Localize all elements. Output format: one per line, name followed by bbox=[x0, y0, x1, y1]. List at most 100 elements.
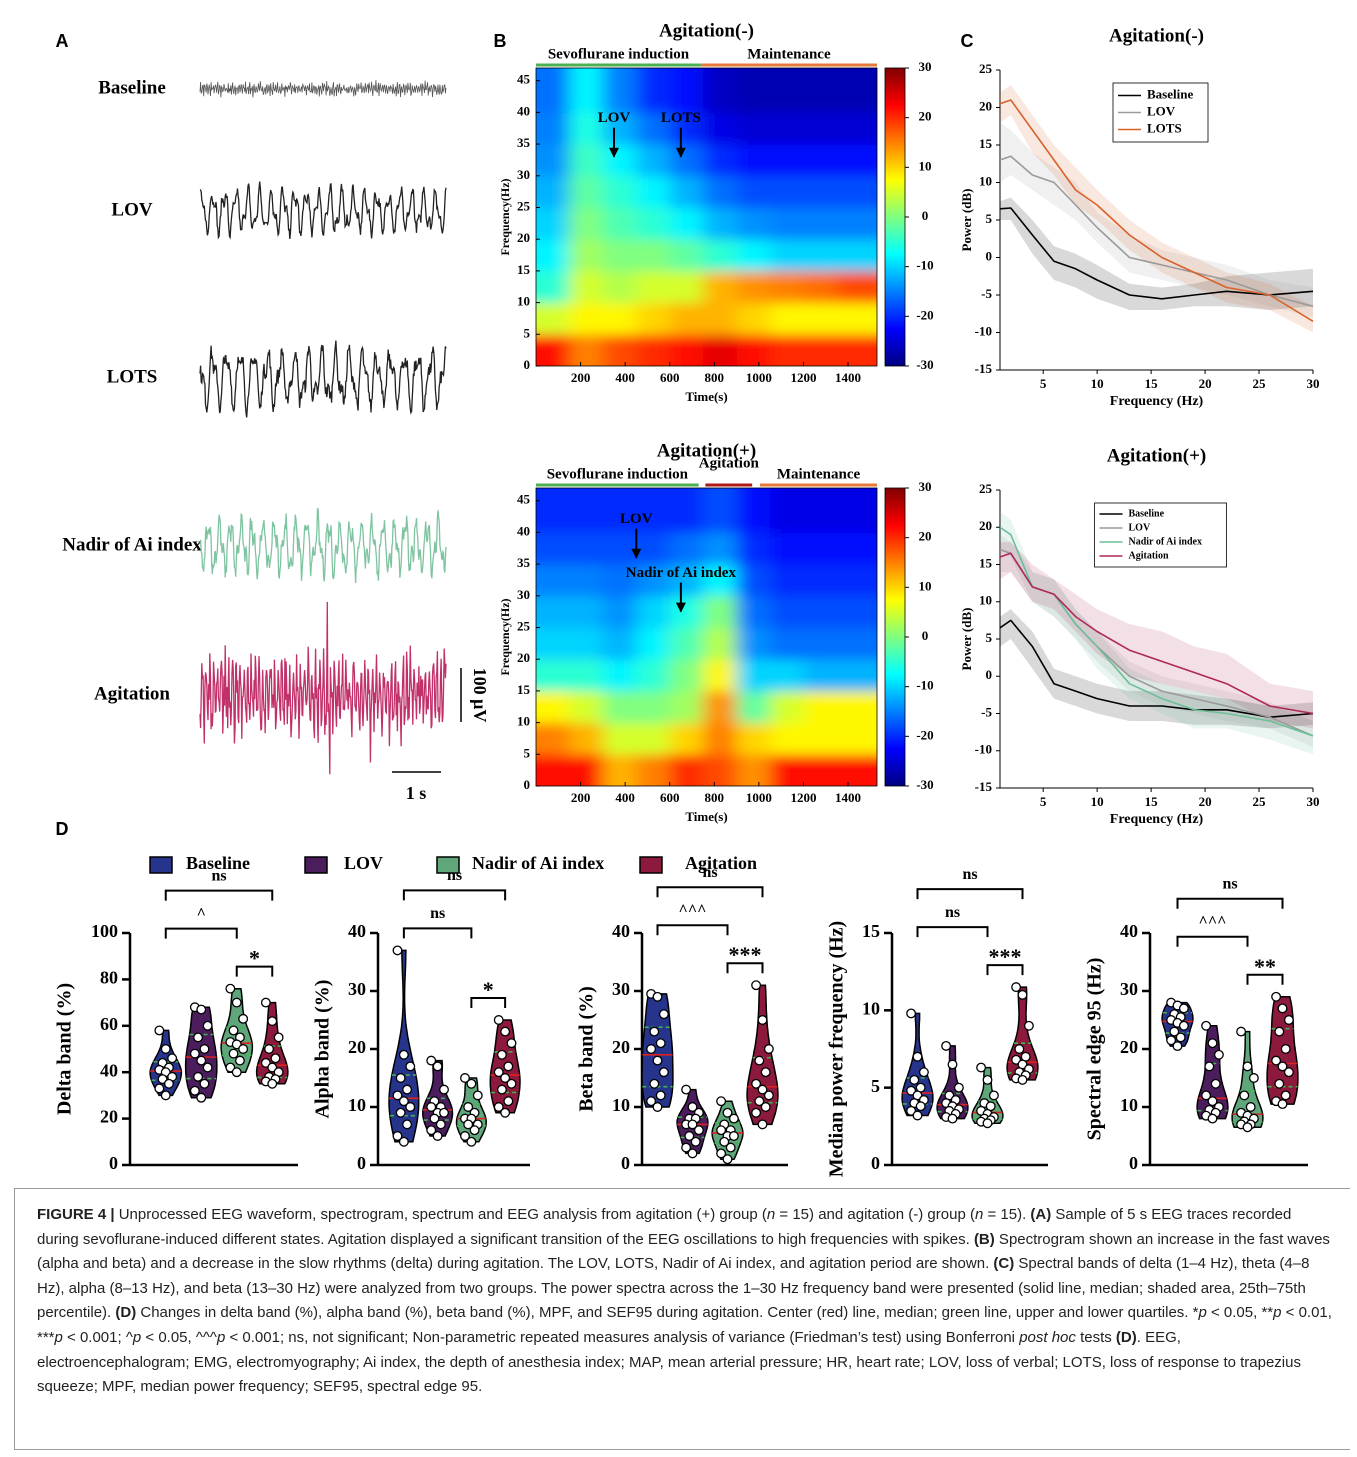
data-point bbox=[1283, 1015, 1294, 1025]
data-point bbox=[463, 1102, 474, 1112]
y-tick-label: 45 bbox=[517, 72, 531, 87]
spectrogram-cell bbox=[703, 302, 738, 335]
data-point bbox=[463, 1119, 474, 1130]
x-tick-label: 600 bbox=[660, 790, 680, 805]
x-tick-label: 25 bbox=[1253, 794, 1267, 809]
spectrogram-cell bbox=[569, 595, 604, 628]
data-point bbox=[728, 1131, 739, 1141]
spectrogram-cell bbox=[736, 334, 771, 366]
spectrogram bbox=[536, 68, 877, 366]
significance-bracket bbox=[402, 927, 473, 939]
data-point bbox=[652, 1055, 663, 1066]
data-point bbox=[392, 1131, 403, 1141]
spectrogram-cell bbox=[770, 144, 804, 177]
y-tick-label: 15 bbox=[979, 555, 993, 570]
spectrogram-cell bbox=[536, 564, 570, 597]
event-label: LOV bbox=[620, 511, 653, 527]
caption-run: < 0.001; ^ bbox=[62, 1328, 133, 1346]
legend-label: Baseline bbox=[1147, 86, 1193, 101]
y-tick-label: -10 bbox=[975, 323, 992, 338]
significance-label: * bbox=[249, 946, 260, 971]
trace-label: Baseline bbox=[98, 77, 166, 98]
data-point bbox=[757, 1084, 768, 1095]
colorbar-tick-label: 20 bbox=[919, 109, 932, 124]
spectrogram-cell bbox=[836, 595, 877, 628]
spectrogram-cell bbox=[836, 68, 877, 113]
colorbar-tick-label: -10 bbox=[916, 678, 933, 693]
data-point bbox=[693, 1125, 704, 1136]
x-tick-label: 30 bbox=[1307, 794, 1320, 809]
eeg-trace bbox=[199, 507, 447, 583]
caption-run: = 15) and agitation (-) group ( bbox=[775, 1206, 975, 1223]
data-point bbox=[429, 1113, 440, 1124]
data-point bbox=[469, 1125, 480, 1136]
data-point bbox=[426, 1102, 437, 1112]
colorbar-tick-label: 30 bbox=[919, 479, 932, 494]
y-axis-label: Median power frequency (Hz) bbox=[826, 921, 848, 1177]
spectrogram-cell bbox=[536, 595, 570, 628]
spectrogram-cell bbox=[669, 532, 704, 565]
spectrogram-cell bbox=[536, 627, 570, 660]
data-point bbox=[231, 997, 242, 1008]
spectrogram-cell bbox=[703, 532, 738, 565]
panel-label: D bbox=[56, 819, 69, 839]
y-axis-label: Delta band (%) bbox=[54, 983, 76, 1115]
spectrogram-cell bbox=[703, 68, 738, 113]
caption-run: Spectral bands of delta (1–4 Hz), theta … bbox=[37, 1255, 1310, 1322]
spectrogram-cell bbox=[836, 722, 877, 755]
data-point bbox=[681, 1084, 692, 1095]
y-tick-label: 25 bbox=[979, 61, 993, 76]
caption-run: p bbox=[54, 1328, 63, 1346]
spectrogram-cell bbox=[602, 334, 637, 366]
spectrogram-cell bbox=[636, 564, 671, 597]
spectrogram-cell bbox=[836, 302, 877, 335]
data-point bbox=[503, 1096, 514, 1107]
spectrogram-cell bbox=[569, 564, 604, 597]
percentile-band bbox=[1000, 85, 1313, 333]
significance-label: ns bbox=[945, 904, 960, 921]
spectrogram-cell bbox=[836, 334, 877, 366]
data-point bbox=[912, 1110, 923, 1121]
x-tick-label: 30 bbox=[1307, 376, 1320, 391]
data-point bbox=[398, 1136, 409, 1147]
data-point bbox=[1248, 1073, 1259, 1083]
spectrogram-cell bbox=[669, 207, 704, 240]
data-point bbox=[716, 1125, 727, 1136]
data-point bbox=[500, 1026, 511, 1037]
caption-run: Spectrogram shown an increase in the fas… bbox=[37, 1230, 1330, 1273]
data-point bbox=[976, 1062, 987, 1073]
eeg-trace bbox=[199, 340, 447, 418]
data-point bbox=[392, 1090, 403, 1101]
y-tick-label: 20 bbox=[979, 98, 992, 113]
spectrogram-cell bbox=[669, 144, 704, 177]
spectrogram-cell bbox=[669, 754, 704, 786]
phase-label: Sevoflurane induction bbox=[548, 46, 690, 62]
spectrogram-cell bbox=[669, 659, 704, 692]
data-point bbox=[472, 1090, 483, 1101]
eeg-trace bbox=[199, 80, 447, 98]
caption-run: < 0.05, ^^^ bbox=[141, 1328, 217, 1346]
spectrogram-cell bbox=[536, 68, 570, 113]
spectrogram-cell bbox=[669, 239, 704, 272]
significance-bracket bbox=[1176, 897, 1284, 909]
legend-swatch bbox=[436, 856, 460, 874]
spectrogram-cell bbox=[569, 68, 604, 113]
line bbox=[999, 155, 1314, 308]
y-axis-label: Alpha band (%) bbox=[312, 980, 334, 1119]
significance-bracket bbox=[916, 926, 989, 938]
eeg-trace bbox=[199, 181, 447, 240]
data-point bbox=[426, 1125, 437, 1136]
spectrogram-cell bbox=[602, 595, 637, 628]
data-point bbox=[228, 1048, 239, 1059]
y-tick-label: 40 bbox=[1120, 921, 1138, 941]
significance-bracket bbox=[656, 886, 764, 898]
y-tick-label: 0 bbox=[524, 777, 531, 792]
data-point bbox=[199, 1078, 210, 1089]
data-point bbox=[163, 1078, 174, 1089]
data-point bbox=[1207, 1038, 1218, 1049]
legend-label: Baseline bbox=[1129, 508, 1165, 519]
data-point bbox=[1245, 1102, 1256, 1112]
trace-label: LOV bbox=[111, 199, 152, 220]
data-point bbox=[754, 1096, 765, 1107]
